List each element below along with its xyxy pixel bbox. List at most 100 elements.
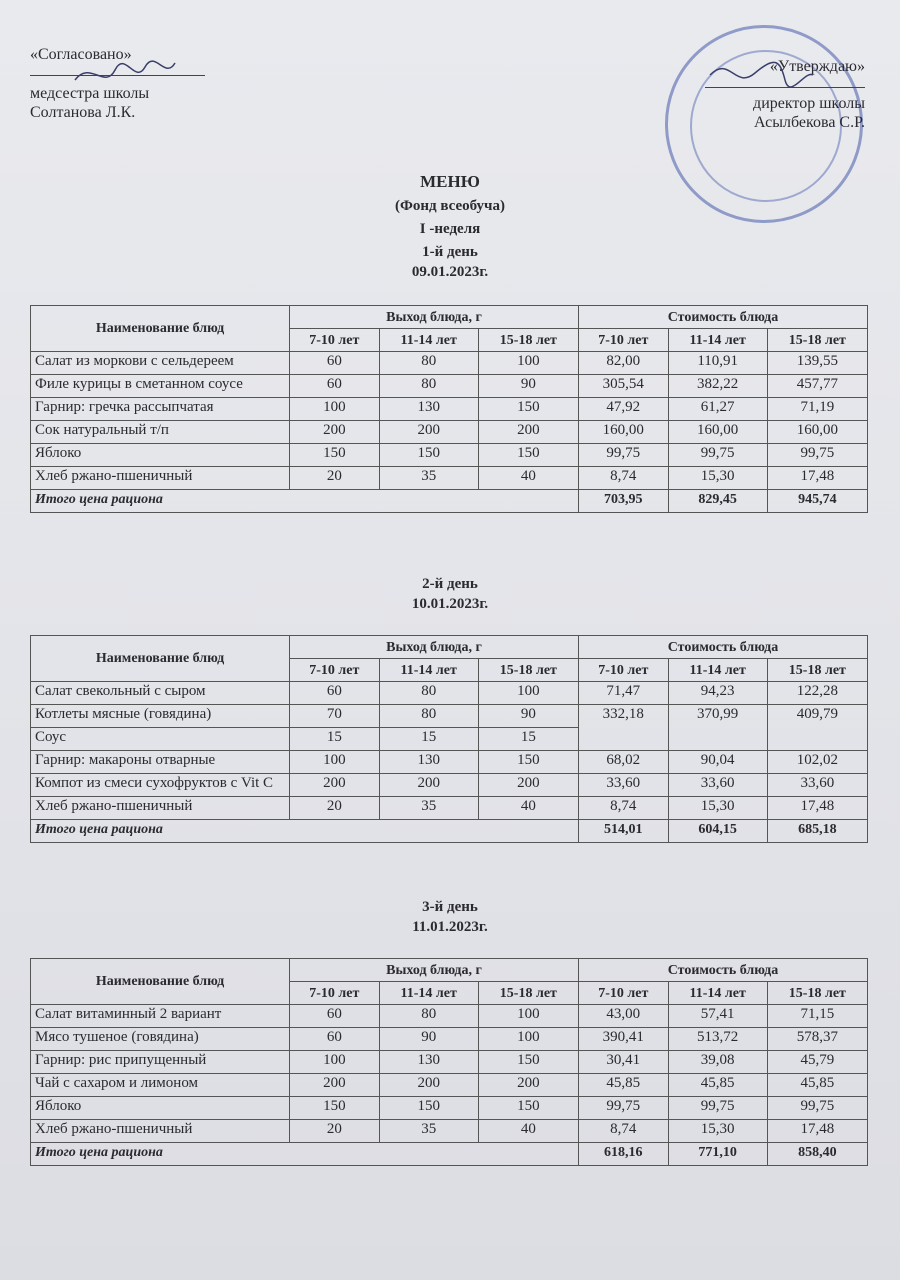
yield-cell: 80: [378, 351, 479, 375]
yield-cell: 150: [378, 443, 479, 467]
cost-cell: 99,75: [766, 443, 869, 467]
yield-cell: 90: [477, 704, 579, 728]
menu-title: МЕНЮ: [420, 172, 480, 191]
dish-name: Хлеб ржано-пшеничный: [30, 466, 290, 490]
yield-cell: 200: [477, 773, 579, 797]
yield-cell: 90: [477, 374, 579, 398]
cost-cell: 57,41: [667, 1004, 768, 1028]
day-label: 3-й день: [422, 899, 478, 915]
yield-cell: 150: [378, 1096, 479, 1120]
yield-cell: 200: [477, 1073, 579, 1097]
col-cost-header: Стоимость блюда: [577, 305, 869, 329]
week-title: I -неделя: [419, 221, 481, 237]
yield-cell: 130: [378, 750, 479, 774]
col-name-header: Наименование блюд: [30, 958, 290, 1005]
total-row: Итого цена рациона 514,01 604,15 685,18: [30, 819, 869, 843]
cost-cell: 15,30: [667, 1119, 768, 1143]
yield-cell: 100: [477, 351, 579, 375]
cost-cell: 110,91: [667, 351, 768, 375]
yield-cell: 150: [477, 443, 579, 467]
yield-cell: 40: [477, 796, 579, 820]
yield-cell: 20: [289, 796, 380, 820]
approval-left-name: Солтанова Л.К.: [30, 104, 136, 121]
table-row: Яблоко 150 150 150 99,75 99,75 99,75: [30, 443, 869, 467]
cost-cell: 71,19: [766, 397, 869, 421]
cost-cell: 17,48: [766, 466, 869, 490]
age-header: 7-10 лет: [577, 981, 669, 1005]
menu-table: Наименование блюд Выход блюда, г Стоимость…: [30, 958, 869, 1166]
yield-cell: 35: [378, 1119, 479, 1143]
age-header: 15-18 лет: [477, 658, 579, 682]
dish-name: Гарнир: макароны отварные: [30, 750, 290, 774]
age-header: 7-10 лет: [289, 658, 380, 682]
dish-name: Чай с сахаром и лимоном: [30, 1073, 290, 1097]
col-name-header: Наименование блюд: [30, 305, 290, 352]
yield-cell: 150: [477, 1050, 579, 1074]
official-stamp: [665, 25, 863, 223]
dish-name: Гарнир: гречка рассыпчатая: [30, 397, 290, 421]
yield-cell: 60: [289, 1004, 380, 1028]
dish-name: Салат витаминный 2 вариант: [30, 1004, 290, 1028]
yield-cell: 80: [378, 704, 479, 728]
total-cost: 703,95: [577, 489, 669, 513]
cost-cell: 33,60: [667, 773, 768, 797]
cost-cell: 8,74: [577, 1119, 669, 1143]
cost-cell: 8,74: [577, 796, 669, 820]
total-cost: 618,16: [577, 1142, 669, 1166]
total-cost: 604,15: [667, 819, 768, 843]
table-row: Филе курицы в сметанном соусе 60 80 90 305,5…: [30, 374, 869, 398]
total-row: Итого цена рациона 703,95 829,45 945,74: [30, 489, 869, 513]
cost-cell: 94,23: [667, 681, 768, 705]
signature-right: [709, 61, 814, 88]
table-row: Мясо тушеное (говядина) 60 90 100 390,41 513,…: [30, 1027, 869, 1051]
yield-cell: 200: [289, 773, 380, 797]
total-cost: 858,40: [766, 1142, 869, 1166]
dish-name: Филе курицы в сметанном соусе: [30, 374, 290, 398]
table-row: Сок натуральный т/п 200 200 200 160,00 160,00…: [30, 420, 869, 444]
cost-cell: 15,30: [667, 466, 768, 490]
total-label: Итого цена рациона: [30, 1142, 579, 1166]
cost-cell: 61,27: [667, 397, 768, 421]
approval-right-role: директор школы: [753, 95, 865, 112]
yield-cell: 150: [289, 443, 380, 467]
cost-cell: 102,02: [766, 750, 869, 774]
day-date: 10.01.2023г.: [411, 596, 489, 612]
dish-name: Салат из моркови с сельдереем: [30, 351, 290, 375]
dish-name: Гарнир: рис припущенный: [30, 1050, 290, 1074]
table-row: Гарнир: гречка рассыпчатая 100 130 150 47,92…: [30, 397, 869, 421]
cost-cell: 409,79: [766, 704, 869, 751]
age-header: 7-10 лет: [289, 328, 380, 352]
col-yield-header: Выход блюда, г: [289, 958, 579, 982]
total-cost: 829,45: [667, 489, 768, 513]
total-cost: 945,74: [766, 489, 869, 513]
cost-cell: 45,85: [766, 1073, 869, 1097]
approval-right: «Утверждаю» директор школы Асылбекова С.…: [705, 57, 865, 132]
yield-cell: 200: [378, 420, 479, 444]
table-row: Салат витаминный 2 вариант 60 80 100 43,00 57…: [30, 1004, 869, 1028]
col-yield-header: Выход блюда, г: [289, 635, 579, 659]
total-cost: 514,01: [577, 819, 669, 843]
cost-cell: 15,30: [667, 796, 768, 820]
cost-cell: 99,75: [667, 1096, 768, 1120]
dish-name: Яблоко: [30, 443, 290, 467]
dish-name: Хлеб ржано-пшеничный: [30, 796, 290, 820]
col-cost-header: Стоимость блюда: [577, 635, 869, 659]
cost-cell: 99,75: [577, 1096, 669, 1120]
yield-cell: 200: [378, 1073, 479, 1097]
age-header: 15-18 лет: [766, 658, 869, 682]
table-row: Хлеб ржано-пшеничный 20 35 40 8,74 15,30 17,48: [30, 796, 869, 820]
col-name-header: Наименование блюд: [30, 635, 290, 682]
dish-name: Сок натуральный т/п: [30, 420, 290, 444]
total-row: Итого цена рациона 618,16 771,10 858,40: [30, 1142, 869, 1166]
cost-cell: 122,28: [766, 681, 869, 705]
cost-cell: 99,75: [577, 443, 669, 467]
table-row: Гарнир: рис припущенный 100 130 150 30,41 39,…: [30, 1050, 869, 1074]
dish-name: Котлеты мясные (говядина): [30, 704, 290, 728]
table-row: Салат свекольный с сыром 60 80 100 71,47 94,2…: [30, 681, 869, 705]
yield-cell: 60: [289, 374, 380, 398]
age-header: 11-14 лет: [667, 658, 768, 682]
yield-cell: 90: [378, 1027, 479, 1051]
fund-title: (Фонд всеобуча): [394, 198, 506, 214]
cost-cell: 17,48: [766, 1119, 869, 1143]
yield-cell: 15: [378, 727, 479, 751]
